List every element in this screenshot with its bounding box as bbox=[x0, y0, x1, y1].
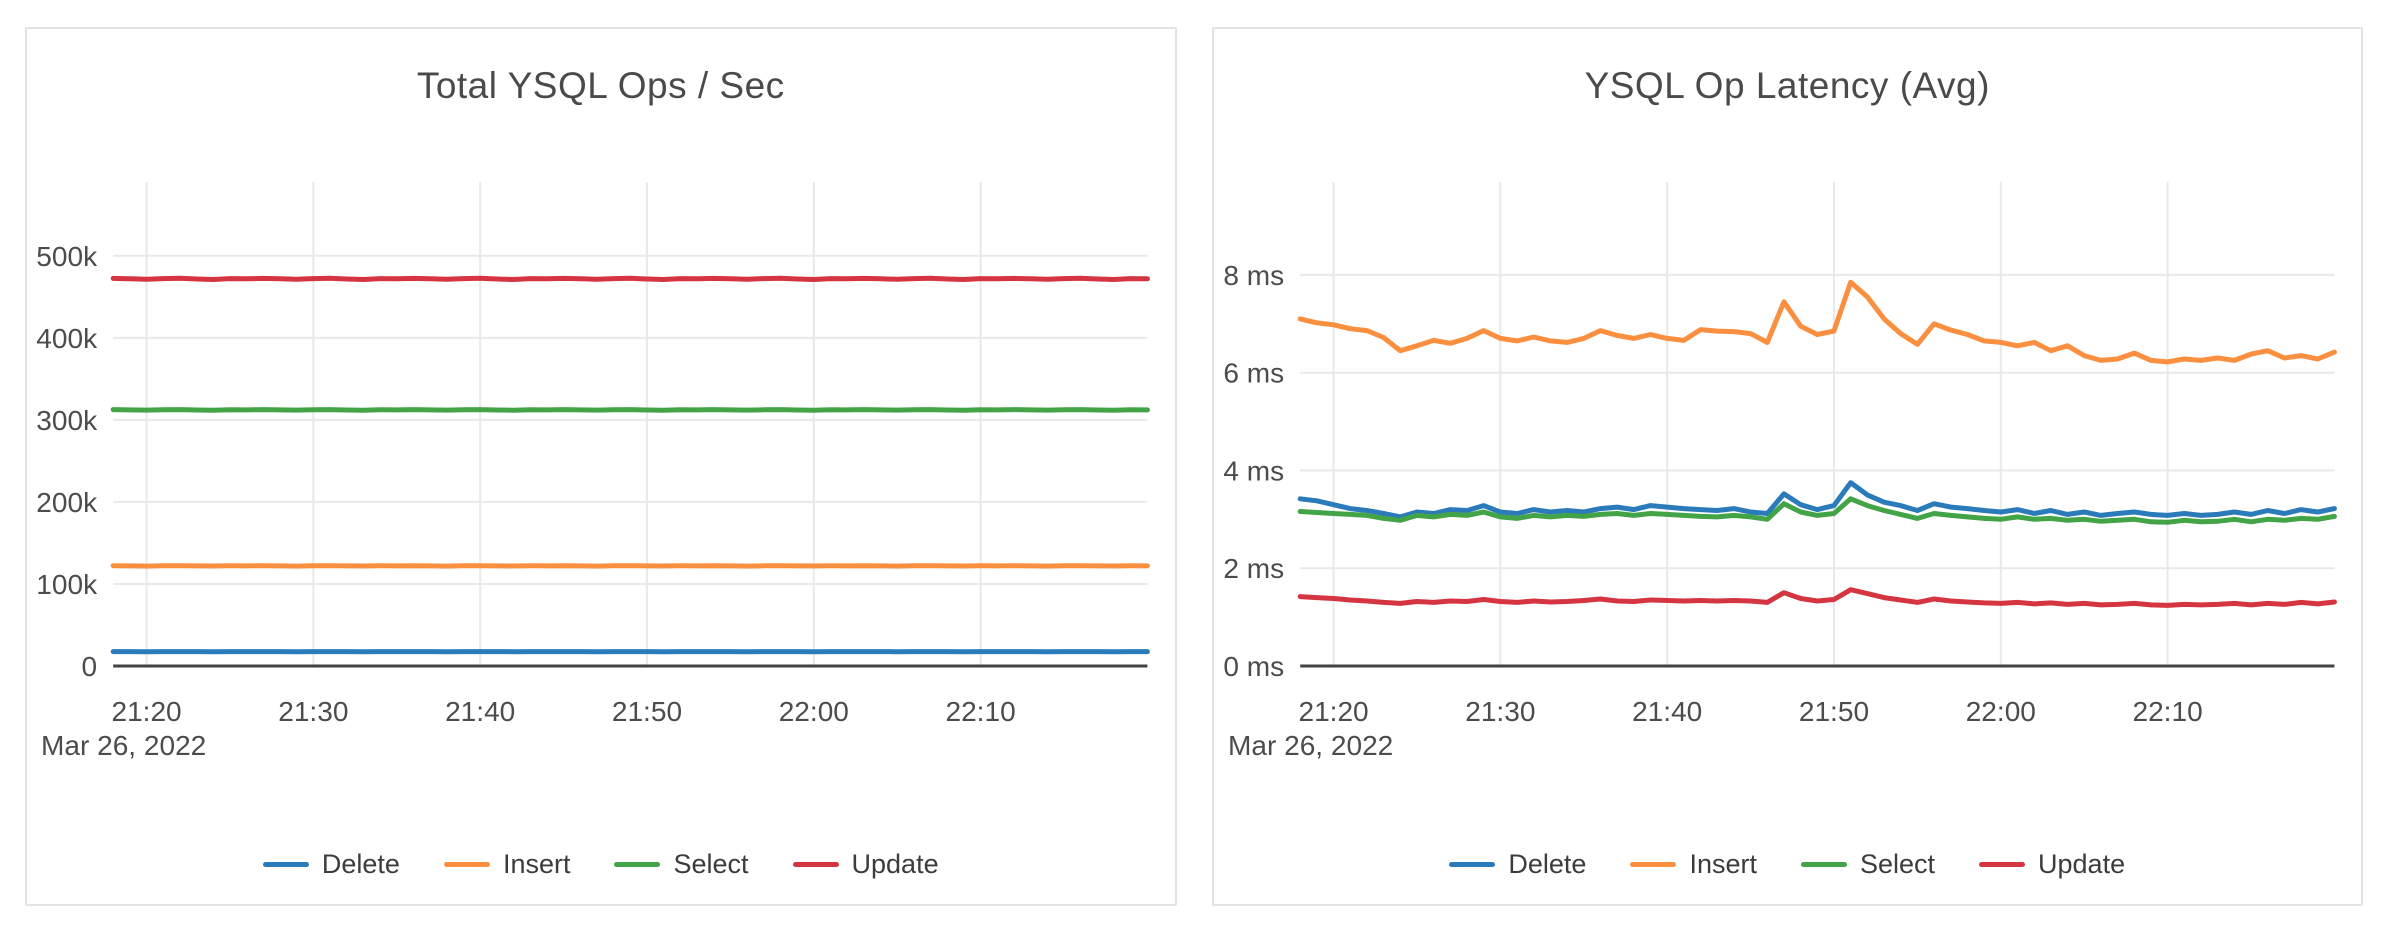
legend-label: Insert bbox=[1689, 849, 1757, 879]
y-tick-label: 100k bbox=[36, 569, 98, 600]
y-tick-label: 200k bbox=[36, 487, 98, 518]
legend-label: Update bbox=[2038, 849, 2126, 879]
legend-swatch-select bbox=[1800, 862, 1847, 867]
legend-swatch-delete bbox=[262, 862, 309, 867]
x-tick-label: 21:50 bbox=[612, 696, 682, 727]
legend-item-insert[interactable]: Insert bbox=[443, 849, 571, 880]
ops-legend: Delete Insert Select Update bbox=[27, 769, 1175, 904]
series-line-delete bbox=[1297, 480, 2337, 520]
x-tick-label: 21:30 bbox=[1465, 696, 1535, 727]
date-label: Mar 26, 2022 bbox=[41, 730, 206, 761]
legend-item-update[interactable]: Update bbox=[1979, 849, 2125, 880]
y-tick-label: 0 bbox=[82, 651, 98, 682]
x-tick-label: 22:00 bbox=[779, 696, 849, 727]
legend-swatch-update bbox=[792, 862, 839, 867]
legend-swatch-select bbox=[614, 862, 661, 867]
legend-item-select[interactable]: Select bbox=[614, 849, 749, 880]
legend-label: Insert bbox=[502, 849, 571, 879]
x-tick-label: 21:20 bbox=[111, 696, 181, 727]
x-tick-label: 21:40 bbox=[1632, 696, 1702, 727]
y-tick-label: 300k bbox=[36, 405, 98, 436]
latency-chart-title: YSQL Op Latency (Avg) bbox=[1584, 65, 1990, 106]
legend-swatch-delete bbox=[1449, 862, 1496, 867]
y-tick-label: 500k bbox=[36, 241, 98, 272]
x-tick-label: 22:10 bbox=[2132, 696, 2202, 727]
series-line-update bbox=[110, 275, 1150, 282]
ops-plot-area[interactable]: 21:20 21:30 21:40 21:50 22:00 22:10 0 100k 200k 3… bbox=[27, 149, 1175, 769]
y-tick-label: 4 ms bbox=[1223, 455, 1284, 486]
ops-chart-card: Total YSQL Ops / Sec 21:20 21:30 21:40 21:5… bbox=[25, 27, 1177, 906]
legend-item-select[interactable]: Select bbox=[1800, 849, 1936, 880]
y-tick-label: 6 ms bbox=[1223, 358, 1284, 389]
legend-item-delete[interactable]: Delete bbox=[1449, 849, 1586, 880]
latency-legend: Delete Insert Select Update bbox=[1214, 769, 2362, 904]
x-tick-label: 21:40 bbox=[445, 696, 515, 727]
y-tick-label: 400k bbox=[36, 323, 98, 354]
legend-label: Delete bbox=[1508, 849, 1587, 879]
latency-chart-card: YSQL Op Latency (Avg) 21:20 21:30 21:40 21:… bbox=[1211, 27, 2363, 906]
legend-label: Select bbox=[673, 849, 749, 879]
x-tick-label: 22:00 bbox=[1965, 696, 2035, 727]
x-tick-label: 21:50 bbox=[1798, 696, 1868, 727]
legend-label: Select bbox=[1859, 849, 1936, 879]
legend-swatch-insert bbox=[1630, 862, 1677, 867]
series-line-update bbox=[1297, 587, 2337, 608]
x-tick-label: 21:30 bbox=[278, 696, 348, 727]
y-tick-label: 8 ms bbox=[1223, 260, 1284, 291]
legend-item-delete[interactable]: Delete bbox=[262, 849, 400, 880]
legend-swatch-insert bbox=[443, 862, 490, 867]
series-line-select bbox=[1297, 496, 2337, 525]
legend-item-insert[interactable]: Insert bbox=[1630, 849, 1757, 880]
y-tick-label: 0 ms bbox=[1223, 651, 1284, 682]
x-tick-label: 22:10 bbox=[945, 696, 1015, 727]
latency-plot-area[interactable]: 21:20 21:30 21:40 21:50 22:00 22:10 0 ms 2 ms 4 … bbox=[1214, 149, 2362, 769]
legend-label: Delete bbox=[321, 849, 400, 879]
x-tick-label: 21:20 bbox=[1298, 696, 1368, 727]
ops-chart-title: Total YSQL Ops / Sec bbox=[416, 65, 785, 106]
legend-label: Update bbox=[851, 849, 939, 879]
legend-item-update[interactable]: Update bbox=[792, 849, 939, 880]
series-line-select bbox=[110, 407, 1150, 413]
y-tick-label: 2 ms bbox=[1223, 553, 1284, 584]
date-label: Mar 26, 2022 bbox=[1228, 730, 1393, 761]
legend-swatch-update bbox=[1979, 862, 2026, 867]
series-line-insert bbox=[1297, 279, 2337, 365]
